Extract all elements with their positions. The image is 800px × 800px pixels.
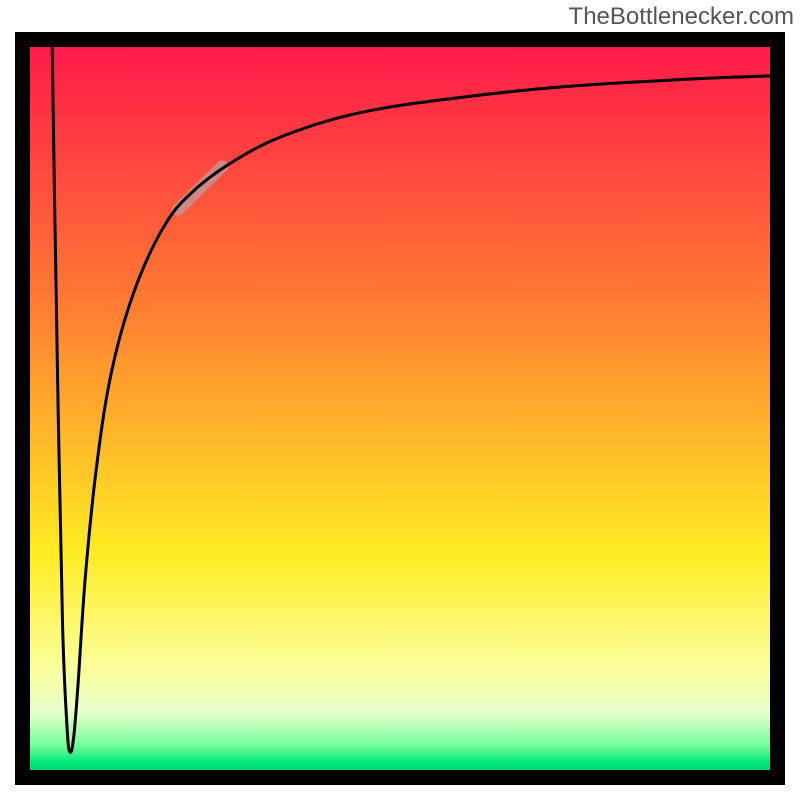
chart-svg — [0, 0, 800, 800]
bottleneck-chart: TheBottlenecker.com — [0, 0, 800, 800]
plot-area — [0, 0, 800, 800]
watermark-text: TheBottlenecker.com — [569, 3, 794, 31]
gradient-background — [30, 47, 770, 770]
